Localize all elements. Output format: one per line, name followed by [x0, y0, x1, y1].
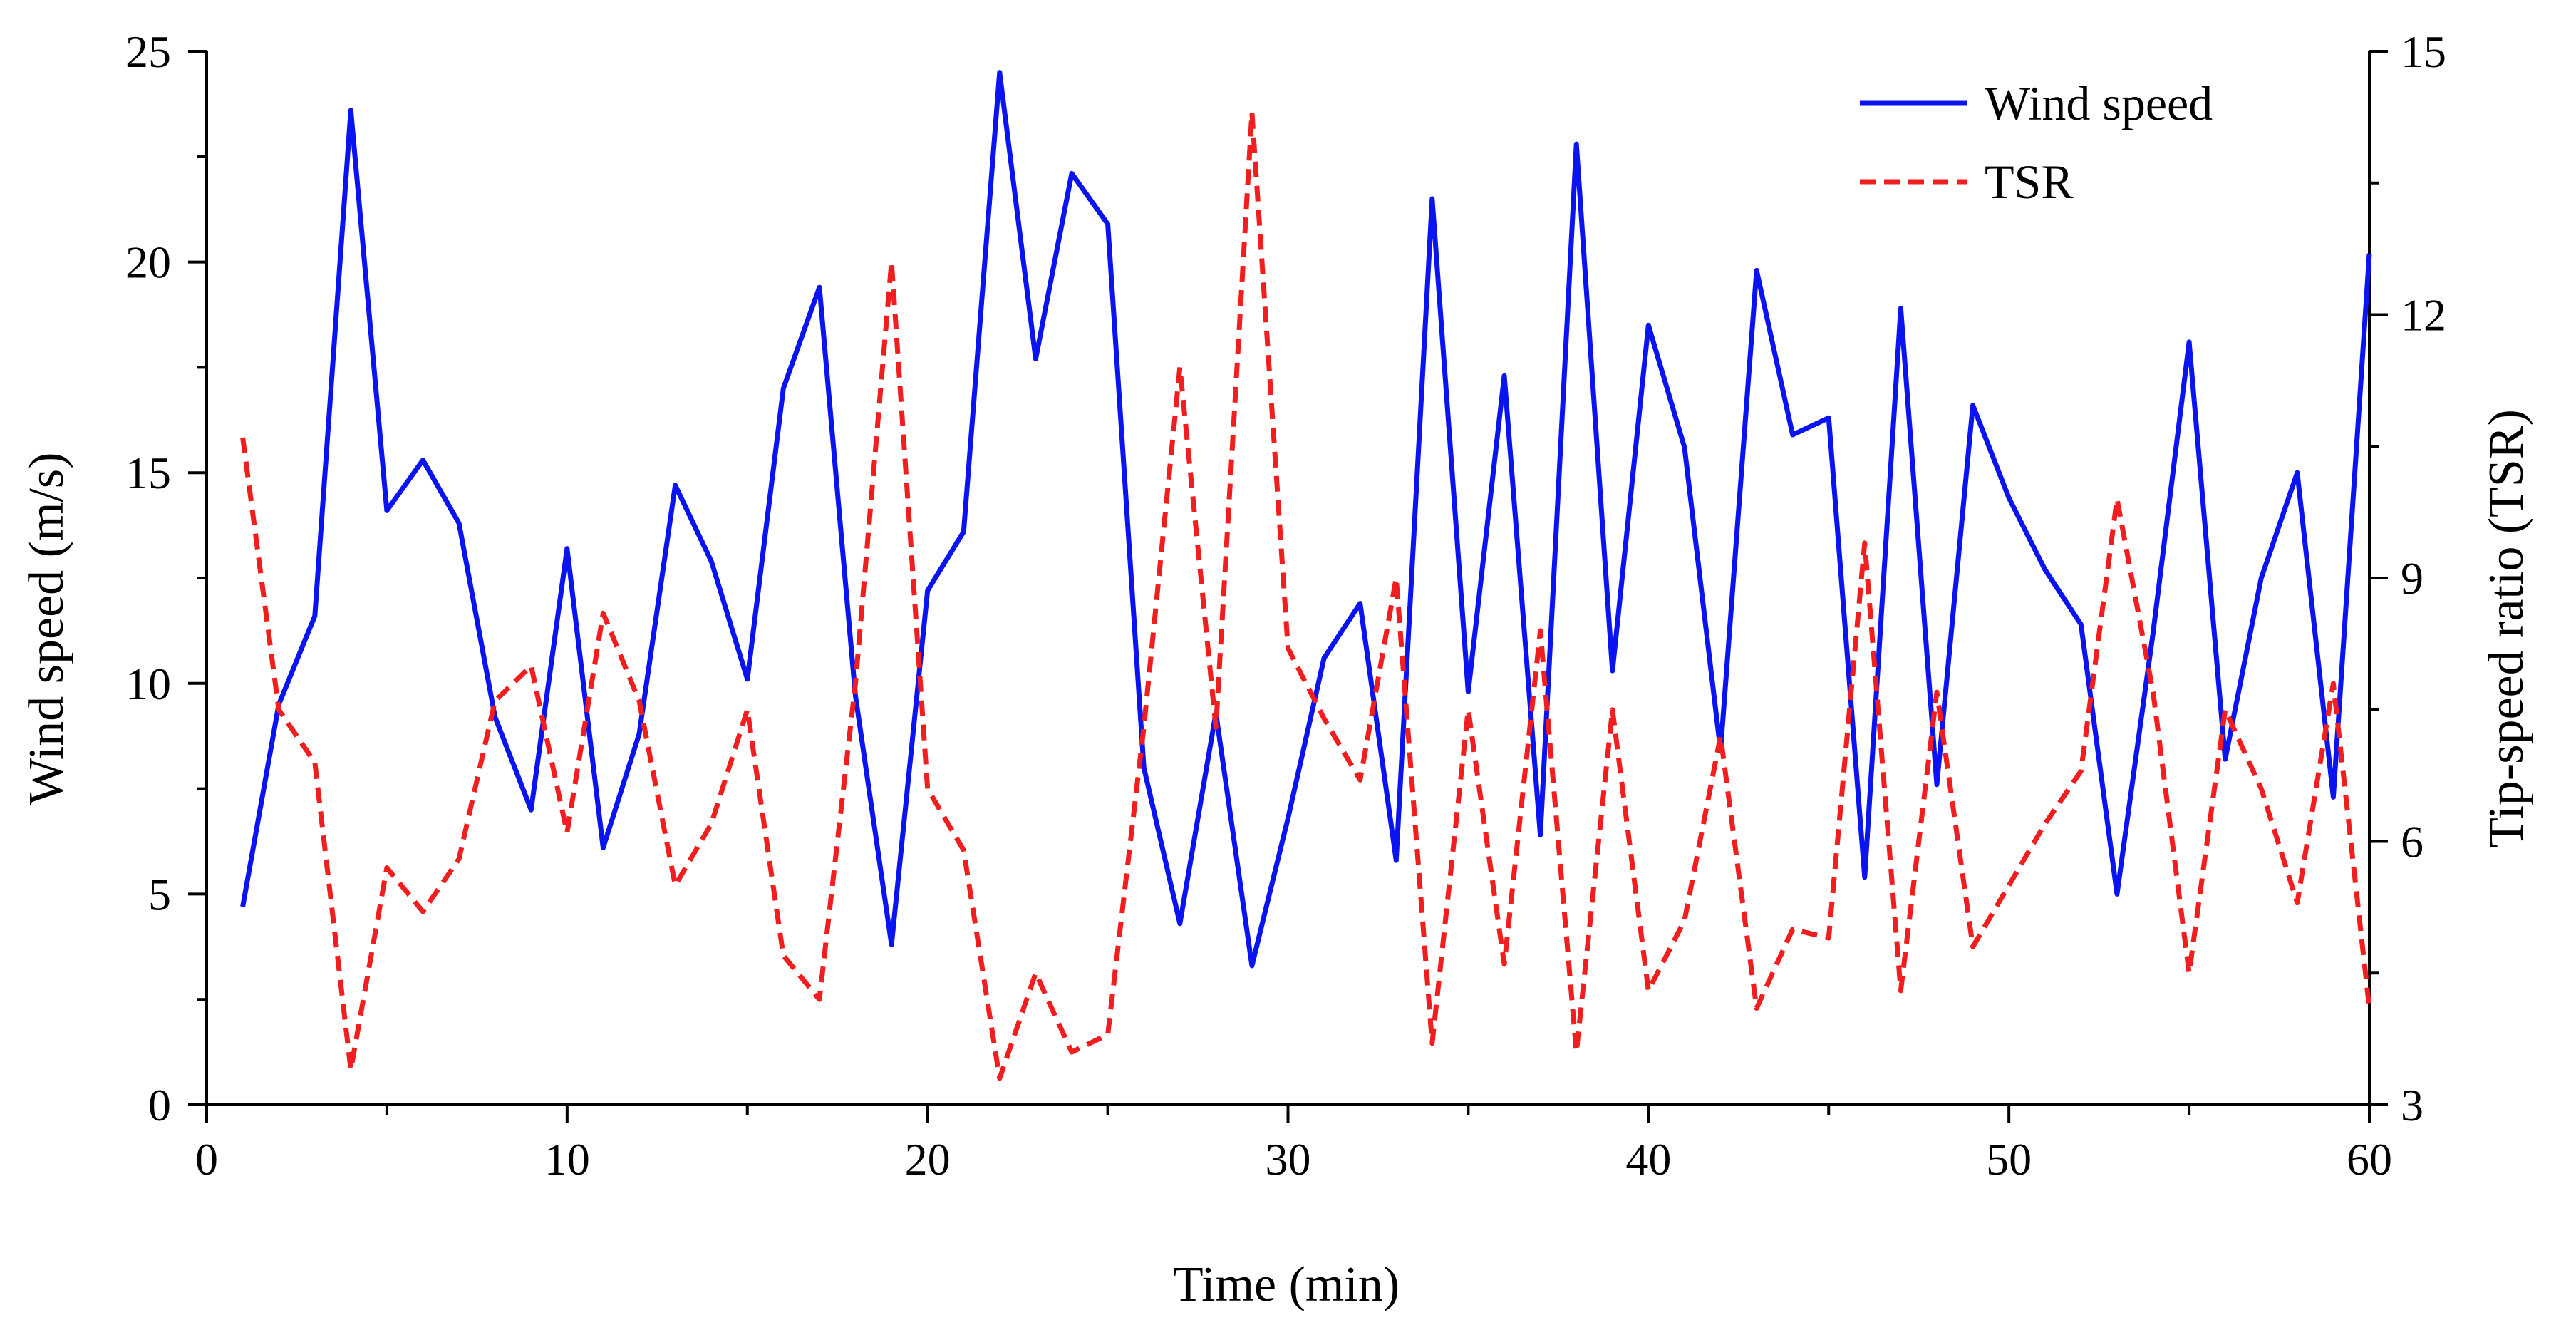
left-y-tick-label: 10: [125, 659, 171, 709]
series-line-tsr: [240, 110, 2372, 1081]
data-point-wind-speed: [1107, 224, 1108, 225]
right-y-axis-title: Tip-speed ratio (TSR): [2479, 409, 2534, 848]
data-point-tsr: [1648, 990, 1649, 991]
data-point-wind-speed: [1468, 691, 1469, 692]
x-axis-ticks: 0 10 20 30 40 50 60: [195, 1105, 2392, 1185]
data-point-tsr: [1864, 542, 1865, 543]
data-point-wind-speed: [1937, 784, 1938, 785]
data-point-wind-speed: [891, 944, 892, 945]
data-point-tsr: [2369, 1008, 2370, 1009]
data-point-tsr: [386, 867, 387, 868]
legend: Wind speed TSR: [1860, 76, 2213, 209]
data-point-tsr: [1107, 1034, 1108, 1035]
data-point-wind-speed: [1792, 434, 1793, 435]
left-y-axis-title: Wind speed (m/s): [19, 453, 74, 805]
x-tick-label: 0: [195, 1134, 218, 1185]
right-y-tick-label: 6: [2401, 817, 2424, 867]
data-point-tsr: [603, 613, 604, 614]
data-point-tsr: [999, 1078, 1000, 1079]
right-y-tick-label: 9: [2401, 553, 2424, 604]
data-point-wind-speed: [2261, 578, 2262, 579]
data-point-tsr: [1396, 578, 1397, 579]
left-y-tick-label: 20: [125, 237, 171, 288]
data-point-tsr: [2189, 973, 2190, 974]
left-y-tick-label: 15: [125, 448, 171, 498]
data-point-tsr: [2044, 823, 2045, 824]
data-point-wind-speed: [386, 510, 387, 511]
x-tick-label: 50: [1986, 1134, 2032, 1185]
data-point-wind-speed: [1648, 325, 1649, 326]
data-point-wind-speed: [963, 531, 964, 532]
data-point-tsr: [1612, 709, 1613, 710]
data-point-tsr: [747, 709, 748, 710]
legend-label-tsr: TSR: [1985, 155, 2074, 209]
data-point-wind-speed: [1324, 658, 1325, 659]
data-point-wind-speed: [314, 616, 315, 617]
data-point-tsr: [2261, 788, 2262, 789]
data-point-tsr: [459, 859, 460, 860]
data-point-wind-speed: [927, 590, 928, 591]
data-point-wind-speed: [2369, 253, 2370, 254]
left-y-axis-ticks: 0 5 10 15 20 25: [125, 26, 207, 1130]
x-tick-label: 10: [544, 1134, 590, 1185]
plot-frame: [205, 51, 2371, 1106]
data-point-wind-speed: [999, 72, 1000, 73]
data-point-tsr: [675, 885, 676, 886]
data-point-wind-speed: [1684, 447, 1685, 448]
data-point-tsr: [1468, 709, 1469, 710]
data-point-tsr: [1576, 1052, 1577, 1053]
data-point-wind-speed: [459, 523, 460, 524]
data-point-wind-speed: [2189, 341, 2190, 342]
left-y-tick-label: 0: [148, 1080, 171, 1130]
data-point-wind-speed: [1251, 965, 1252, 966]
data-point-tsr: [1828, 937, 1829, 938]
right-y-tick-label: 15: [2401, 26, 2446, 77]
left-y-tick-label: 5: [148, 869, 171, 919]
data-point-wind-speed: [603, 847, 604, 848]
data-point-tsr: [242, 437, 243, 438]
data-point-tsr: [783, 955, 784, 956]
data-point-tsr: [711, 823, 712, 824]
data-point-tsr: [1179, 367, 1180, 368]
x-axis-title: Time (min): [1173, 1257, 1400, 1312]
series-line-wind-speed: [240, 70, 2372, 969]
left-y-tick-label: 25: [125, 26, 171, 77]
data-point-tsr: [314, 762, 315, 763]
right-y-tick-label: 3: [2401, 1080, 2424, 1130]
data-point-tsr: [1900, 990, 1901, 991]
data-point-tsr: [1035, 973, 1036, 974]
series-layer: [240, 70, 2372, 1081]
data-point-wind-speed: [2333, 797, 2334, 798]
data-point-wind-speed: [1179, 923, 1180, 924]
legend-label-wind-speed: Wind speed: [1985, 76, 2213, 130]
data-point-tsr: [1540, 630, 1541, 631]
data-point-tsr: [1684, 920, 1685, 921]
data-point-tsr: [2116, 499, 2117, 500]
x-tick-label: 60: [2347, 1134, 2392, 1185]
data-point-tsr: [2333, 683, 2334, 684]
data-point-wind-speed: [711, 561, 712, 562]
x-tick-label: 30: [1266, 1134, 1311, 1185]
x-tick-label: 40: [1625, 1134, 1671, 1185]
data-point-wind-speed: [1972, 405, 1973, 406]
data-point-wind-speed: [1396, 860, 1397, 861]
data-point-tsr: [1937, 692, 1938, 693]
right-y-axis-ticks: 3 6 9 12 15: [2369, 26, 2446, 1130]
data-point-tsr: [855, 683, 856, 684]
right-y-tick-label: 12: [2401, 290, 2446, 341]
data-point-wind-speed: [639, 733, 640, 734]
data-point-wind-speed: [1900, 308, 1901, 309]
data-point-wind-speed: [2044, 569, 2045, 570]
x-tick-label: 20: [905, 1134, 951, 1185]
data-point-wind-speed: [1576, 144, 1577, 145]
data-point-tsr: [927, 788, 928, 789]
data-point-tsr: [1324, 718, 1325, 719]
